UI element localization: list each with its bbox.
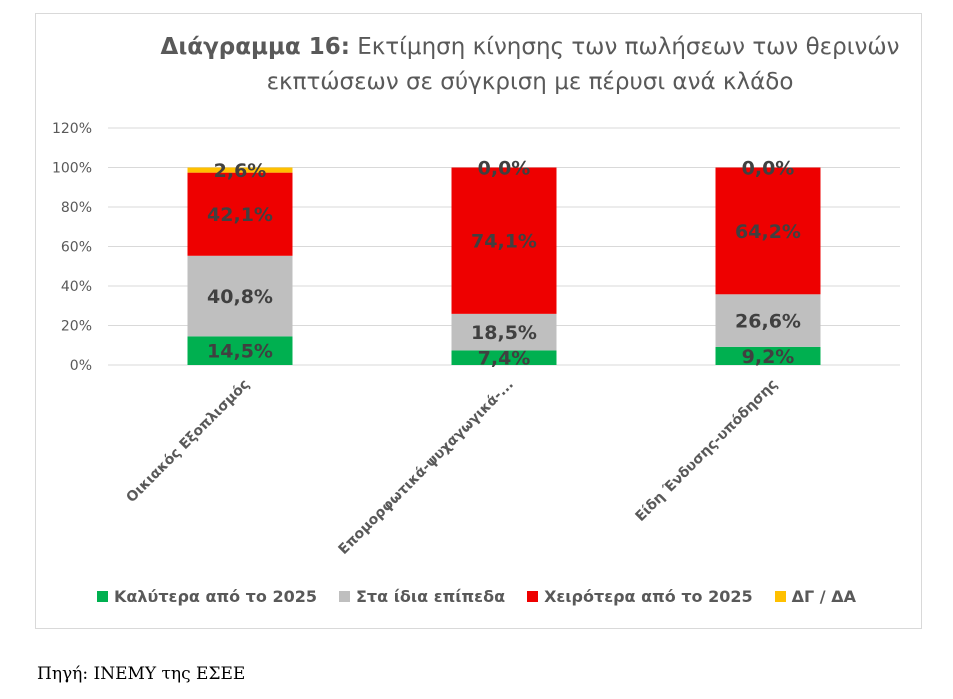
legend-swatch [338,590,350,602]
chart-title: Διάγραμμα 16: Εκτίμηση κίνησης των πωλήσ… [150,30,910,100]
legend-label: Καλύτερα από το 2025 [114,586,317,606]
x-category-label: Οικιακός Εξοπλισμός [123,377,252,506]
legend-item: ΔΓ / ΔΑ [774,586,856,606]
data-label: 0,0% [478,158,531,180]
chart-title-text: Εκτίμηση κίνησης των πωλήσεων των θερινώ… [266,34,900,95]
y-tick-label: 60% [61,240,92,256]
bar-segment [715,346,821,365]
legend-label: ΔΓ / ΔΑ [791,586,856,606]
chart-title-number: Διάγραμμα 16: [160,34,350,60]
legend-swatch [774,590,786,602]
data-label: 74,1% [471,231,537,253]
y-tick-label: 120% [52,121,92,137]
data-label: 9,2% [742,346,795,368]
legend-label: Στα ίδια επίπεδα [355,586,506,606]
bar-segment [451,350,557,365]
bar-segment [187,167,293,173]
x-category-label: Είδη Ένδυσης-υπόδησης [632,377,780,525]
legend-label: Χειρότερα από το 2025 [544,586,753,606]
legend-item: Στα ίδια επίπεδα [338,586,506,606]
y-tick-label: 20% [61,319,92,335]
bar-segment [187,172,293,256]
chart-legend: Καλύτερα από το 2025 Στα ίδια επίπεδα Χειρ… [0,584,953,608]
legend-item: Χειρότερα από το 2025 [527,587,753,606]
legend-swatch [527,590,539,602]
y-tick-label: 100% [52,161,92,177]
data-label: 26,6% [735,311,801,333]
y-tick-label: 80% [61,200,92,216]
data-label: 18,5% [471,322,537,344]
data-label: 7,4% [478,348,531,370]
bar-segment [715,294,821,347]
data-label: 2,6% [214,160,267,182]
data-label: 40,8% [207,286,273,308]
bar-segment [187,255,293,337]
bar-segment [451,167,557,314]
data-label: 64,2% [735,221,801,243]
source-note: Πηγή: ΙΝΕΜΥ της ΕΣΕΕ [37,664,246,684]
bar-segment [451,313,557,351]
y-tick-label: 40% [61,279,92,295]
legend-swatch [97,590,109,602]
y-tick-label: 0% [70,358,92,374]
bar-segment [715,167,821,295]
x-category-label: Επομορφωτικά-ψυχαγωγικά-... [336,377,517,558]
data-label: 14,5% [207,341,273,363]
data-label: 0,0% [742,158,795,180]
data-label: 42,1% [207,204,273,226]
bar-segment [187,336,293,365]
legend-item: Καλύτερα από το 2025 [97,587,317,606]
stacked-bar-chart: 0% 20% 40% 60% 80% 100% 120% 14,5% 40,8% 42,1% 2,6… [52,121,900,558]
